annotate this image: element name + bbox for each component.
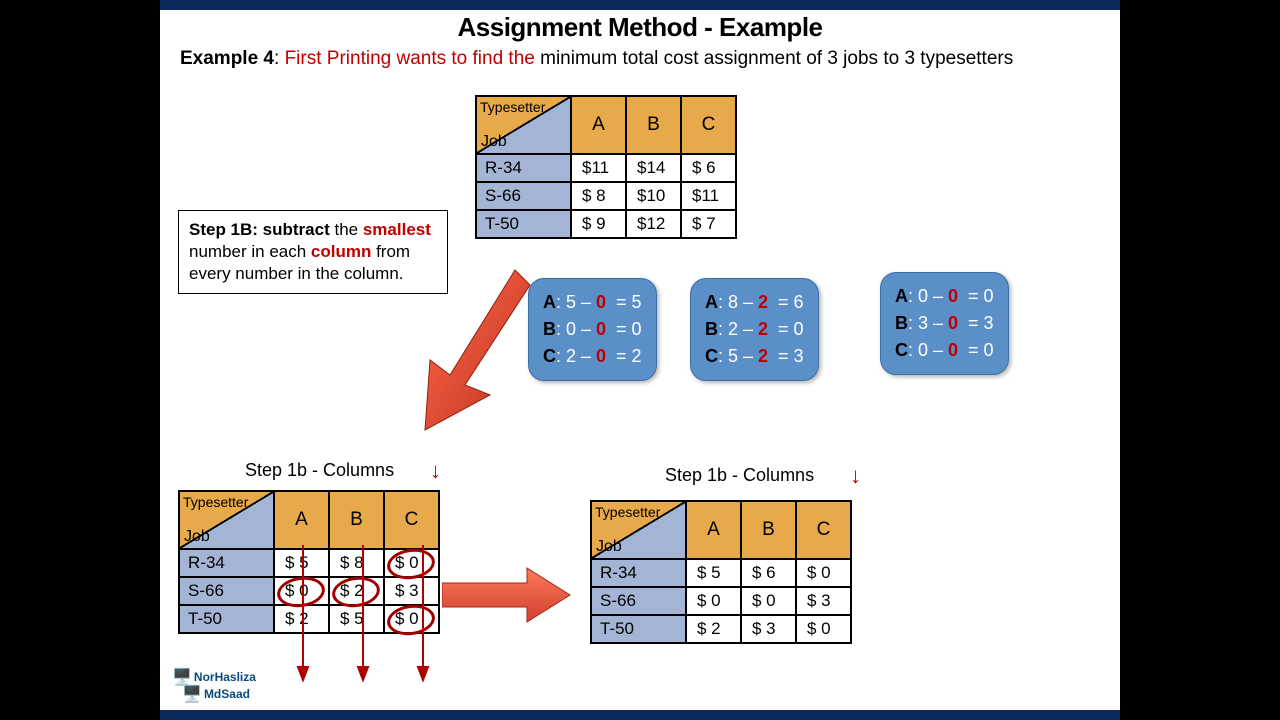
- result-table-right: TypesetterJobABCR-34$ 5$ 6$ 0S-66$ 0$ 0$…: [590, 500, 852, 644]
- calculation-box: A: 0 – 0 = 0B: 3 – 0 = 3C: 0 – 0 = 0: [880, 272, 1009, 375]
- result-table-left: TypesetterJobABCR-34$ 5$ 8$ 0S-66$ 0$ 2$…: [178, 490, 440, 634]
- down-arrow-icon: ↓: [430, 458, 441, 484]
- arrow-diagonal-icon: [415, 265, 535, 435]
- calculation-box: A: 5 – 0 = 5B: 0 – 0 = 0C: 2 – 0 = 2: [528, 278, 657, 381]
- down-arrow-icon: ↓: [850, 463, 861, 489]
- slide-title: Assignment Method - Example: [160, 12, 1120, 43]
- arrow-right-icon: [442, 565, 572, 625]
- author-logo: 🖥️NorHasliza 🖥️MdSaad: [172, 669, 256, 704]
- calculation-box: A: 8 – 2 = 6B: 2 – 2 = 0C: 5 – 2 = 3: [690, 278, 819, 381]
- cost-table: TypesetterJobABCR-34$11$14$ 6S-66$ 8$10$…: [475, 95, 737, 239]
- subtitle-right: Step 1b - Columns: [665, 465, 814, 486]
- subtitle-left: Step 1b - Columns: [245, 460, 394, 481]
- step-instruction-box: Step 1B: subtract the smallest number in…: [178, 210, 448, 294]
- slide: Assignment Method - Example Example 4: F…: [160, 0, 1120, 720]
- example-text: Example 4: First Printing wants to find …: [180, 47, 1100, 72]
